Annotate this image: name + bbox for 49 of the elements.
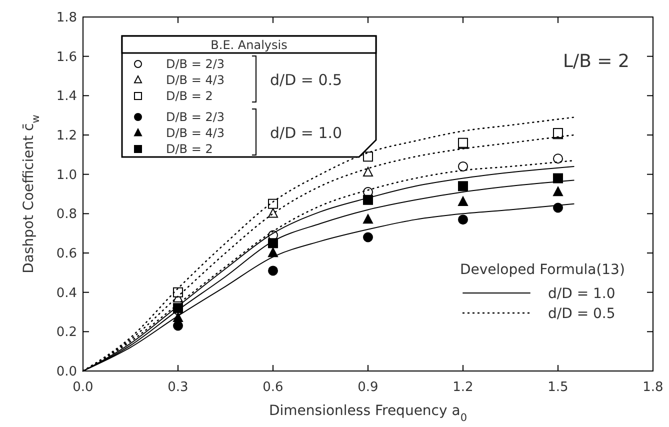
point <box>363 194 373 205</box>
point <box>268 248 278 258</box>
y-tick-label: 0.8 <box>56 207 77 222</box>
point <box>458 181 468 192</box>
y-tick-label: 1.0 <box>56 168 77 183</box>
y-tick-label: 1.2 <box>56 128 77 144</box>
legend-label: D/B = 4/3 <box>166 126 225 140</box>
point <box>553 154 563 164</box>
y-tick-label: 0.6 <box>56 246 77 262</box>
x-axis-title: Dimensionless Frequency a$_{0}$ <box>269 403 467 424</box>
y-tick-label: 0.2 <box>56 325 77 340</box>
annotation: L/B = 2 <box>563 51 630 72</box>
x-tick-label: 0.3 <box>168 380 188 395</box>
legend-title: B.E. Analysis <box>210 38 288 52</box>
legend-label: D/B = 2/3 <box>166 110 225 124</box>
point <box>363 214 373 224</box>
point <box>458 196 468 206</box>
x-tick-label: 0.6 <box>262 380 284 395</box>
annotation: Developed Formula(13) <box>460 262 625 278</box>
y-tick-label: 0.4 <box>56 286 77 301</box>
y-tick-label: 1.8 <box>56 10 77 26</box>
y-tick-label: 0.0 <box>56 364 77 380</box>
x-tick-label: 1.2 <box>452 380 474 395</box>
point <box>173 320 183 331</box>
legend-label: D/B = 2/3 <box>166 57 225 71</box>
text: d/D = 0.5 <box>270 71 342 89</box>
legend-label: D/B = 4/3 <box>166 73 225 87</box>
point <box>458 214 468 225</box>
point <box>553 173 563 184</box>
point <box>458 161 468 172</box>
y-tick-label: 1.6 <box>56 50 77 65</box>
point <box>173 312 183 322</box>
point <box>268 198 278 209</box>
point <box>268 208 278 218</box>
x-tick-label: 1.8 <box>642 380 664 395</box>
text: d/D = 1.0 <box>270 124 342 142</box>
x-tick-label: 0.9 <box>358 380 378 395</box>
point <box>268 266 278 276</box>
point <box>363 152 373 162</box>
legend-label: d/D = 0.5 <box>548 306 616 322</box>
y-tick-label: 1.4 <box>56 89 77 104</box>
point <box>363 166 373 176</box>
legend-label: d/D = 1.0 <box>548 286 616 302</box>
x-tick-label: 0.0 <box>72 380 94 395</box>
point <box>553 186 563 196</box>
point <box>363 232 373 242</box>
x-tick-label: 1.5 <box>548 380 568 395</box>
legend-label: D/B = 2 <box>166 142 213 156</box>
legend-label: D/B = 2 <box>166 89 213 103</box>
